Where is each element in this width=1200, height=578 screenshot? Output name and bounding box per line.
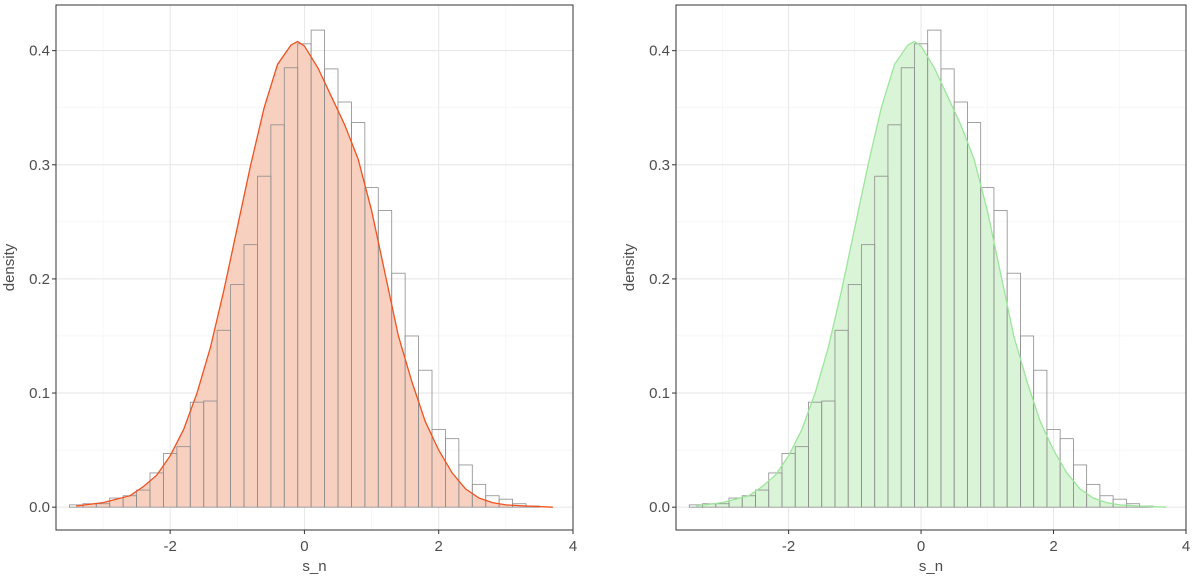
x-tick-label: 4 [569, 538, 577, 555]
y-axis-title: density [1, 243, 18, 291]
x-tick-label: -2 [163, 538, 176, 555]
density-line [76, 40, 553, 508]
x-axis-title: s_n [919, 558, 943, 575]
density-line [695, 40, 1167, 508]
plot-border [55, 4, 574, 531]
x-tick-label: -2 [782, 538, 795, 555]
y-tick-label: 0.1 [29, 385, 50, 402]
x-tick-label: 2 [1049, 538, 1057, 555]
x-tick-label: 4 [1182, 538, 1190, 555]
y-tick-label: 0.0 [29, 499, 50, 516]
chart-panel-right: 0.0 0.1 0.2 0.3 0.4 -2 0 2 4 s_n density [621, 4, 1190, 575]
x-tick-label: 0 [917, 538, 925, 555]
y-tick-label: 0.3 [649, 157, 670, 174]
y-tick-label: 0.4 [649, 43, 670, 60]
y-tick-label: 0.0 [649, 499, 670, 516]
density-area [695, 41, 1167, 508]
x-axis-title: s_n [302, 558, 326, 575]
y-tick-label: 0.4 [29, 43, 50, 60]
x-tick-label: 0 [300, 538, 308, 555]
density-area [76, 41, 553, 508]
y-axis-title: density [621, 243, 638, 291]
y-tick-label: 0.1 [649, 385, 670, 402]
chart-panel-left: 0.0 0.1 0.2 0.3 0.4 -2 0 2 4 s_n density [1, 4, 577, 575]
plot-border [675, 4, 1187, 531]
x-tick-label: 2 [435, 538, 443, 555]
y-tick-label: 0.3 [29, 157, 50, 174]
y-tick-label: 0.2 [29, 271, 50, 288]
y-tick-label: 0.2 [649, 271, 670, 288]
